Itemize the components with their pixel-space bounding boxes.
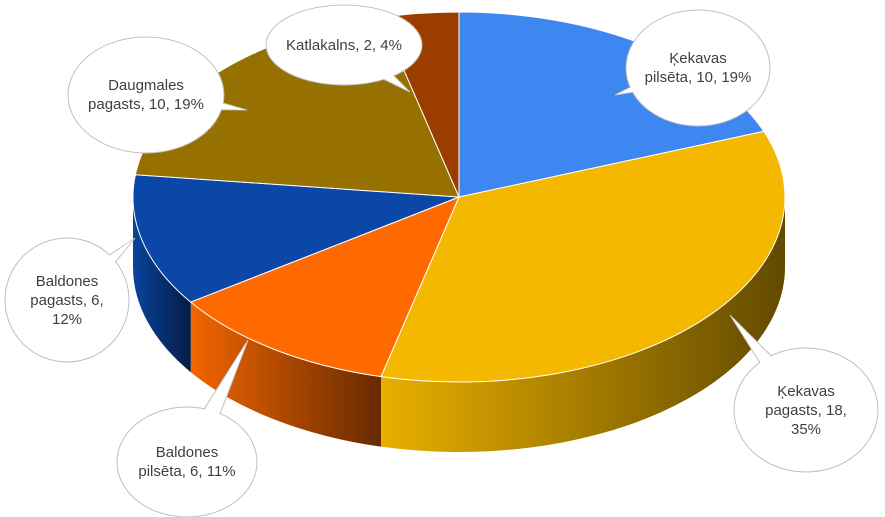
data-label: Baldones pagasts, 6, 12% [30,272,104,328]
callout-tail-fill [336,34,409,91]
callout-tail-fill [175,341,248,468]
data-label: Baldones pilsēta, 6, 11% [138,444,236,480]
slice-side-shade [133,197,191,373]
slice-side-shade [380,197,785,452]
data-label-box: Baldones pilsēta, 6, 11% [138,444,236,480]
data-label-box: Ķekavas pilsēta, 10, 19% [644,50,752,86]
data-label: Ķekavas pagasts, 18, 35% [765,382,847,438]
callout-tail-fill [58,239,134,310]
data-label-box: Katlakalns, 2, 4% [286,36,402,54]
data-label-box: Baldones pagasts, 6, 12% [30,272,104,328]
callout-tail-fill [616,56,702,95]
data-label-box: Ķekavas pagasts, 18, 35% [765,382,847,438]
slice-side-shade [190,302,381,447]
slice [380,130,786,383]
slice [189,196,460,378]
data-label: Daugmales pagasts, 10, 19% [88,77,204,113]
data-label: Katlakalns, 2, 4% [286,36,402,54]
data-label-box: Daugmales pagasts, 10, 19% [88,77,204,113]
slice [132,174,460,303]
data-label: Ķekavas pilsēta, 10, 19% [644,50,752,86]
callout-tail-fill [144,82,246,110]
callout-tail-fill [731,316,816,418]
